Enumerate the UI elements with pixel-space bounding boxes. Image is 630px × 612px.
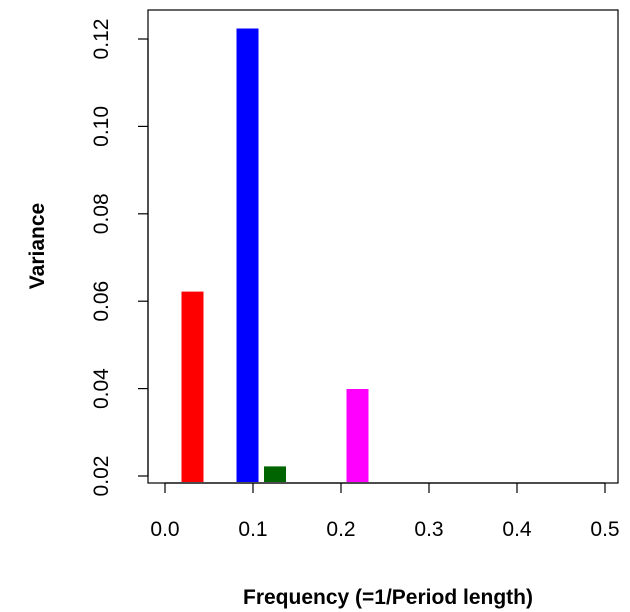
y-tick-label: 0.08 [90, 193, 113, 234]
x-tick-label: 0.0 [150, 518, 179, 541]
y-tick-label: 0.10 [90, 106, 113, 147]
plot-frame [148, 10, 618, 483]
x-tick-label: 0.2 [326, 518, 355, 541]
x-tick-label: 0.4 [502, 518, 532, 541]
bar-2 [264, 466, 286, 482]
y-axis: 0.02 0.04 0.06 0.08 0.10 0.12 [90, 19, 148, 497]
x-tick-label: 0.3 [414, 518, 443, 541]
x-tick-label: 0.1 [238, 518, 267, 541]
y-tick-label: 0.06 [90, 281, 113, 322]
y-tick-label: 0.02 [90, 456, 113, 497]
bar-0 [182, 292, 204, 482]
y-tick-label: 0.04 [90, 368, 113, 409]
bars-group [182, 29, 369, 483]
y-tick-label: 0.12 [90, 19, 113, 60]
bar-3 [347, 389, 369, 482]
x-axis-title: Frequency (=1/Period length) [243, 586, 533, 609]
x-tick-label: 0.5 [590, 518, 619, 541]
y-axis-title: Variance [26, 203, 49, 289]
x-axis: 0.0 0.1 0.2 0.3 0.4 0.5 [150, 483, 619, 541]
bar-1 [237, 29, 259, 483]
